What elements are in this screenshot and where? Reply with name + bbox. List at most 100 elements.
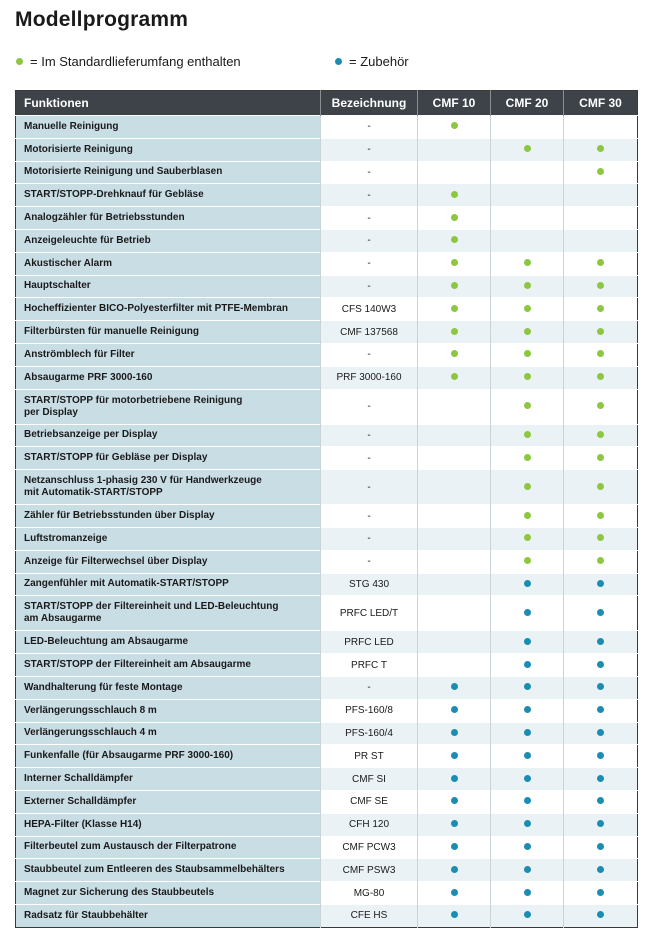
model-cell-cmf-10	[417, 320, 491, 344]
model-cell-cmf-30	[563, 365, 638, 390]
accessory-dot-icon	[597, 797, 604, 805]
model-cell-cmf-30	[563, 858, 638, 882]
table-row: Externer Schalldämpfer CMF SE	[15, 789, 638, 814]
accessory-dot-icon	[597, 706, 604, 714]
standard-dot-icon	[523, 511, 531, 519]
model-cell-cmf-30	[563, 767, 638, 791]
standard-dot-icon	[523, 259, 531, 267]
designation-cell: PRFC T	[320, 653, 418, 677]
accessory-dot-icon	[597, 637, 604, 645]
designation-cell: -	[320, 137, 418, 162]
accessory-dot-icon	[450, 728, 458, 736]
standard-dot-icon	[523, 482, 531, 490]
designation-cell: -	[320, 526, 418, 551]
model-cell-cmf-30	[563, 526, 638, 551]
model-cell-cmf-20	[490, 549, 564, 574]
table-row: Verlängerungsschlauch 4 m PFS-160/4	[15, 721, 638, 745]
standard-dot-icon	[450, 213, 458, 221]
function-cell: START/STOPP für motorbetriebene Reinigun…	[15, 388, 321, 425]
designation-cell: -	[320, 549, 418, 574]
model-cell-cmf-20	[490, 320, 564, 344]
model-cell-cmf-30	[563, 595, 638, 631]
accessory-dot-icon	[523, 865, 531, 873]
model-cell-cmf-20	[490, 446, 564, 470]
standard-dot-icon	[450, 350, 458, 358]
function-cell: Staubbeutel zum Entleeren des Staubsamme…	[15, 858, 321, 882]
model-cell-cmf-30	[563, 469, 638, 505]
model-cell-cmf-20	[490, 297, 564, 321]
model-cell-cmf-30	[563, 504, 638, 528]
table-row: START/STOPP für Gebläse per Display -	[15, 446, 638, 470]
designation-cell: CFH 120	[320, 812, 418, 837]
function-cell: Filterbeutel zum Austausch der Filterpat…	[15, 835, 321, 859]
function-cell: Anzeigeleuchte für Betrieb	[15, 228, 321, 253]
model-cell-cmf-20	[490, 469, 564, 505]
model-cell-cmf-10	[417, 744, 491, 768]
standard-dot-icon	[523, 453, 531, 461]
function-cell: Akustischer Alarm	[15, 251, 321, 276]
model-cell-cmf-30	[563, 572, 638, 596]
standard-dot-icon	[597, 373, 604, 381]
accessory-dot-icon	[450, 751, 458, 759]
model-cell-cmf-30	[563, 549, 638, 574]
designation-cell: PRFC LED	[320, 630, 418, 654]
function-cell: START/STOPP der Filtereinheit und LED-Be…	[15, 595, 321, 631]
table-row: Verlängerungsschlauch 8 m PFS-160/8	[15, 698, 638, 723]
accessory-dot-icon	[597, 608, 604, 616]
accessory-dot-icon	[450, 683, 458, 691]
designation-cell: -	[320, 251, 418, 276]
model-cell-cmf-20	[490, 423, 564, 447]
table-row: Absaugarme PRF 3000-160 PRF 3000-160	[15, 365, 638, 390]
model-cell-cmf-20	[490, 365, 564, 390]
designation-cell: -	[320, 160, 418, 184]
model-cell-cmf-10	[417, 526, 491, 551]
designation-cell: PRF 3000-160	[320, 365, 418, 390]
table-row: Magnet zur Sicherung des Staubbeutels MG-…	[15, 881, 638, 905]
model-cell-cmf-30	[563, 320, 638, 344]
accessory-dot-icon	[450, 797, 458, 805]
function-cell: START/STOPP-Drehknauf für Gebläse	[15, 183, 321, 207]
accessory-dot-icon	[523, 751, 531, 759]
accessory-dot-icon	[523, 842, 531, 850]
function-cell: Motorisierte Reinigung	[15, 137, 321, 162]
function-cell: Wandhalterung für feste Montage	[15, 675, 321, 700]
designation-cell: CFE HS	[320, 903, 418, 928]
designation-cell: -	[320, 504, 418, 528]
model-cell-cmf-30	[563, 446, 638, 470]
designation-cell: -	[320, 115, 418, 139]
standard-dot-icon	[523, 350, 531, 358]
accessory-dot-icon	[523, 797, 531, 805]
accessory-dot-icon	[450, 774, 458, 782]
model-cell-cmf-30	[563, 160, 638, 184]
table-row: Zangenfühler mit Automatik-START/STOPP ST…	[15, 572, 638, 596]
designation-cell: -	[320, 388, 418, 425]
model-cell-cmf-10	[417, 469, 491, 505]
function-cell: Anströmblech für Filter	[15, 342, 321, 367]
model-cell-cmf-20	[490, 526, 564, 551]
accessory-dot-icon	[523, 683, 531, 691]
standard-dot-icon	[597, 482, 604, 490]
function-cell: START/STOPP für Gebläse per Display	[15, 446, 321, 470]
model-cell-cmf-10	[417, 789, 491, 814]
standard-dot-icon	[523, 145, 531, 153]
model-cell-cmf-20	[490, 835, 564, 859]
function-cell: Luftstromanzeige	[15, 526, 321, 551]
model-cell-cmf-30	[563, 903, 638, 928]
function-cell: Zangenfühler mit Automatik-START/STOPP	[15, 572, 321, 596]
table-row: START/STOPP der Filtereinheit am Absauga…	[15, 653, 638, 677]
model-cell-cmf-20	[490, 137, 564, 162]
designation-cell: -	[320, 183, 418, 207]
model-cell-cmf-20	[490, 504, 564, 528]
model-cell-cmf-20	[490, 160, 564, 184]
model-cell-cmf-10	[417, 903, 491, 928]
model-cell-cmf-10	[417, 365, 491, 390]
header-funktionen: Funktionen	[15, 90, 321, 116]
model-cell-cmf-20	[490, 251, 564, 276]
table-row: Anströmblech für Filter -	[15, 342, 638, 367]
model-cell-cmf-10	[417, 858, 491, 882]
standard-dot-icon	[597, 534, 604, 542]
designation-cell: -	[320, 469, 418, 505]
table-row: Anzeige für Filterwechsel über Display -	[15, 549, 638, 574]
model-cell-cmf-20	[490, 812, 564, 837]
header-cmf-10: CMF 10	[417, 90, 491, 116]
